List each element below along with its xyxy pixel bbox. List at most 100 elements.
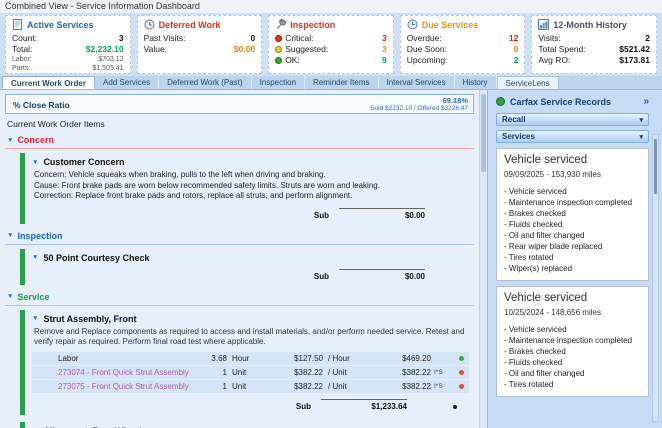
record-item: Tires rotated bbox=[504, 252, 641, 263]
record-item: Maintenance inspection completed bbox=[504, 335, 641, 346]
work-order-items-heading: Current Work Order Items bbox=[7, 119, 473, 129]
tab-servicelens[interactable]: ServiceLens bbox=[497, 76, 559, 89]
item-strut-assembly: ▼ Strut Assembly, Front Remove and Repla… bbox=[20, 310, 473, 415]
card-title: 12-Month History bbox=[553, 20, 627, 30]
summary-cards: Active Services Count:3 Total:$2,232.10 … bbox=[0, 15, 662, 74]
stat-count: Count:3 bbox=[12, 33, 124, 44]
carfax-panel-title: Carfax Service Records bbox=[510, 97, 638, 107]
item-title-row[interactable]: ▼ Customer Concern bbox=[32, 157, 469, 167]
concern-line: Concern: Vehicle squeaks when braking, p… bbox=[34, 170, 469, 181]
section-divider bbox=[5, 148, 474, 149]
collapse-triangle-icon[interactable]: ▼ bbox=[7, 232, 13, 239]
chevron-down-icon[interactable]: ▾ bbox=[639, 116, 643, 124]
stat-total-spend: Total Spend:$521.42 bbox=[538, 44, 650, 55]
work-order-pane: % Close Ratio 69.18% Sold $2232.10 / Off… bbox=[0, 90, 487, 428]
stat-suggested: Suggested:3 bbox=[275, 44, 387, 55]
record-item: Vehicle serviced bbox=[504, 186, 641, 197]
cause-line: Cause: Front brake pads are worn below r… bbox=[34, 181, 469, 192]
labor-line[interactable]: Labor 3.68 Hour $127.50 / Hour $469.20 bbox=[32, 352, 469, 365]
card-due-services: Due Services Overdue:12 Due Soon:0 Upcom… bbox=[400, 15, 526, 74]
part-line[interactable]: 273075 - Front Quick Strut Assembly 1 Un… bbox=[32, 380, 469, 393]
subtotal-row: Sub $1,233.64 bbox=[32, 399, 469, 411]
section-header-inspection[interactable]: ▼ Inspection bbox=[4, 231, 475, 241]
stat-critical: Critical:3 bbox=[275, 33, 387, 44]
record-date: 10/25/2024 - 148,656 miles bbox=[504, 308, 641, 317]
stat-overdue: Overdue:12 bbox=[407, 33, 519, 44]
item-alignment: ▼ Alignment, Four Wheel Inspect steering… bbox=[20, 422, 473, 428]
subtotal-value: $0.00 bbox=[339, 269, 425, 281]
record-item: Oil and filter changed bbox=[504, 368, 641, 379]
scrollbar-thumb[interactable] bbox=[481, 94, 486, 172]
item-courtesy-check: ▼ 50 Point Courtesy Check Sub $0.00 bbox=[20, 249, 473, 285]
tab-current-work-order[interactable]: Current Work Order bbox=[2, 76, 95, 89]
item-title-row[interactable]: ▼ 50 Point Courtesy Check bbox=[32, 253, 469, 263]
stat-parts: Parts:$1,505.41 bbox=[12, 64, 124, 73]
correction-line: Correction: Replace front brake pads and… bbox=[34, 191, 469, 202]
main-scrollbar[interactable] bbox=[479, 90, 487, 428]
collapse-triangle-icon[interactable]: ▼ bbox=[32, 254, 38, 261]
card-inspection: Inspection Critical:3 Suggested:3 OK:9 bbox=[268, 15, 394, 74]
card-title: Due Services bbox=[422, 20, 479, 30]
stat-avg-ro: Avg RO:$173.81 bbox=[538, 55, 650, 66]
section-header-service[interactable]: ▼ Service bbox=[4, 292, 475, 302]
chart-icon bbox=[538, 19, 549, 30]
close-ratio-percent: 69.18% bbox=[370, 96, 468, 105]
window-title: Combined View - Service Information Dash… bbox=[0, 0, 662, 14]
accordion-recall[interactable]: Recall ▾ bbox=[496, 113, 649, 126]
collapse-triangle-icon[interactable]: ▼ bbox=[7, 293, 13, 300]
carfax-scrollbar[interactable] bbox=[652, 134, 659, 422]
carfax-panel: Carfax Service Records » Recall ▾ Servic… bbox=[487, 90, 662, 428]
stat-deferred-value: Value:$0.00 bbox=[144, 44, 256, 55]
clock-icon bbox=[407, 19, 418, 30]
card-deferred-work: Deferred Work Past Visits:0 Value:$0.00 bbox=[137, 15, 263, 74]
close-ratio-banner: % Close Ratio 69.18% Sold $2232.10 / Off… bbox=[5, 94, 474, 114]
record-title: Vehicle serviced bbox=[504, 154, 641, 166]
accordion-services[interactable]: Services ▾ bbox=[496, 130, 649, 143]
record-item: Fluids checked bbox=[504, 357, 641, 368]
record-item: Tires rotated bbox=[504, 379, 641, 390]
record-item-list: Vehicle serviced Maintenance inspection … bbox=[504, 186, 641, 274]
card-title: Active Services bbox=[27, 20, 94, 30]
record-item: Oil and filter changed bbox=[504, 230, 641, 241]
expand-panel-icon[interactable]: » bbox=[643, 96, 649, 107]
stat-due-soon: Due Soon:0 bbox=[407, 44, 519, 55]
status-dot-green bbox=[459, 356, 464, 361]
tab-deferred-work-past[interactable]: Deferred Work (Past) bbox=[159, 76, 251, 89]
stat-ok: OK:9 bbox=[275, 55, 387, 66]
collapse-triangle-icon[interactable]: ▼ bbox=[32, 315, 38, 322]
record-item-list: Vehicle serviced Maintenance inspection … bbox=[504, 324, 641, 390]
status-dot-red bbox=[459, 370, 464, 375]
tab-bar: Current Work Order Add Services Deferred… bbox=[0, 76, 662, 90]
record-item: Brakes checked bbox=[504, 346, 641, 357]
tab-interval-services[interactable]: Interval Services bbox=[379, 76, 455, 89]
section-header-concern[interactable]: ▼ Concern bbox=[4, 135, 475, 145]
tab-history[interactable]: History bbox=[455, 76, 497, 89]
suggested-dot-icon bbox=[275, 46, 282, 53]
history-clock-icon bbox=[144, 19, 155, 30]
service-record: Vehicle serviced 09/09/2025 - 153,930 mi… bbox=[496, 148, 649, 281]
record-item: Rear wiper blade replaced bbox=[504, 241, 641, 252]
section-divider bbox=[5, 244, 474, 245]
collapse-triangle-icon[interactable]: ▼ bbox=[32, 159, 38, 166]
record-item: Vehicle serviced bbox=[504, 324, 641, 335]
card-active-services: Active Services Count:3 Total:$2,232.10 … bbox=[5, 15, 131, 74]
tab-inspection[interactable]: Inspection bbox=[252, 76, 305, 89]
section-divider bbox=[5, 305, 474, 306]
tab-add-services[interactable]: Add Services bbox=[95, 76, 159, 89]
wrench-icon bbox=[275, 19, 286, 30]
status-dot-black bbox=[453, 405, 457, 409]
chevron-down-icon[interactable]: ▾ bbox=[639, 133, 643, 141]
scrollbar-thumb[interactable] bbox=[654, 139, 657, 194]
item-customer-concern: ▼ Customer Concern Concern: Vehicle sque… bbox=[20, 153, 473, 224]
critical-dot-icon bbox=[275, 35, 282, 42]
service-description: Remove and Replace components as require… bbox=[34, 327, 467, 348]
status-dot-red bbox=[459, 384, 464, 389]
close-ratio-detail: Sold $2232.10 / Offered $3226.47 bbox=[370, 105, 468, 113]
item-title-row[interactable]: ▼ Strut Assembly, Front bbox=[32, 314, 469, 324]
tab-reminder-items[interactable]: Reminder Items bbox=[305, 76, 378, 89]
app-window: Combined View - Service Information Dash… bbox=[0, 0, 662, 428]
record-date: 09/09/2025 - 153,930 miles bbox=[504, 170, 641, 179]
part-line[interactable]: 273074 - Front Quick Strut Assembly 1 Un… bbox=[32, 366, 469, 379]
collapse-triangle-icon[interactable]: ▼ bbox=[7, 137, 13, 144]
record-title: Vehicle serviced bbox=[504, 292, 641, 304]
